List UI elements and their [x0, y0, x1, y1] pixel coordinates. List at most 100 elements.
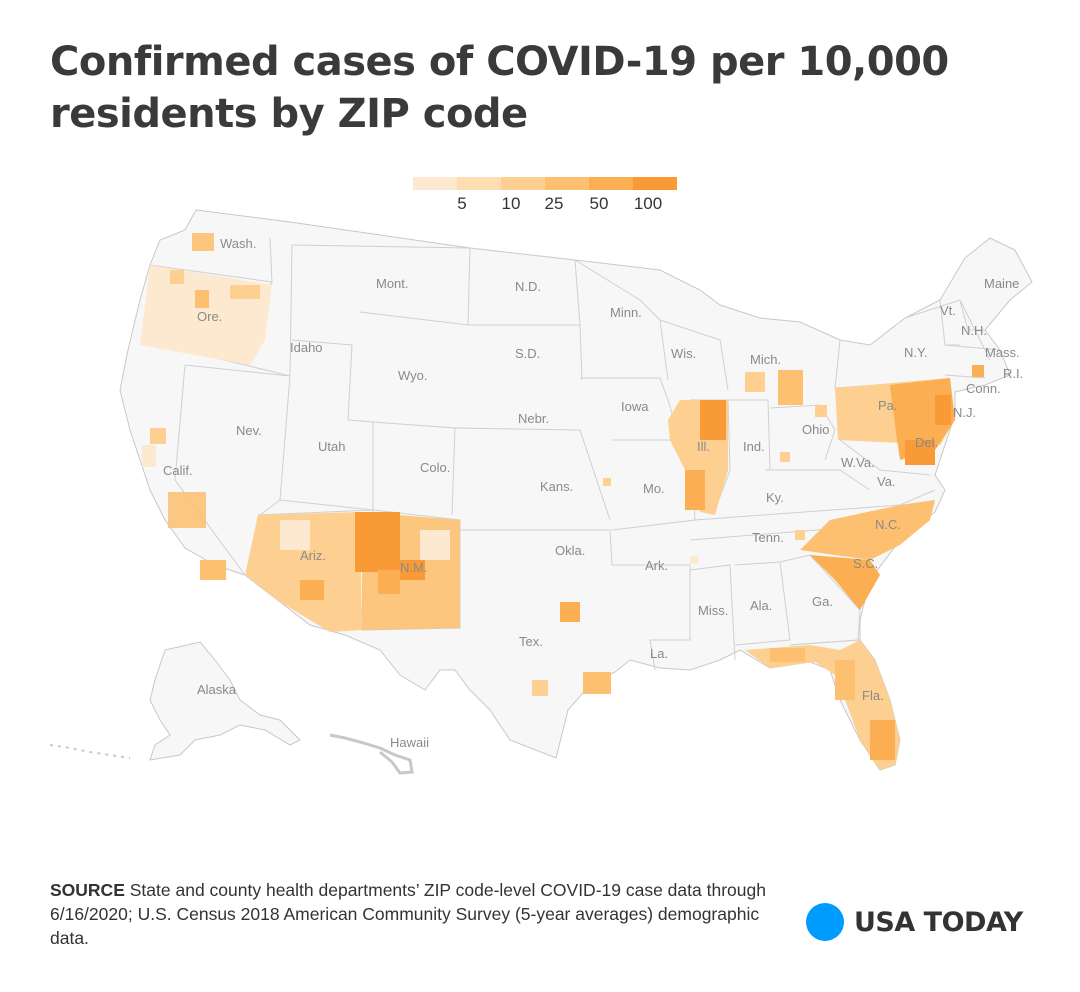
region-mi-1	[745, 372, 765, 392]
state-label: Ohio	[802, 422, 829, 437]
state-label: Ariz.	[300, 548, 326, 563]
region-ri	[972, 365, 984, 377]
state-label: W.Va.	[841, 455, 875, 470]
legend-swatch-3	[545, 177, 589, 190]
state-label: Colo.	[420, 460, 450, 475]
state-labels: Wash. Mont. N.D. Minn. Maine Ore. Idaho …	[163, 236, 1023, 750]
state-label: Miss.	[698, 603, 728, 618]
state-label: Maine	[984, 276, 1019, 291]
region-nj	[935, 395, 951, 425]
region-oregon-hot-3	[230, 285, 260, 299]
state-label: Mont.	[376, 276, 409, 291]
region-az-light-1	[280, 520, 310, 550]
region-oregon-hot-2	[195, 290, 209, 308]
region-nm-light-1	[420, 530, 450, 560]
region-tx-houston	[583, 672, 611, 694]
state-label: Vt.	[940, 303, 956, 318]
state-label: N.J.	[953, 405, 976, 420]
legend-label: 25	[544, 194, 564, 213]
state-label: Kans.	[540, 479, 573, 494]
brand-dot-icon	[806, 903, 844, 941]
state-label: N.C.	[875, 517, 901, 532]
region-navajo-nation	[355, 512, 400, 572]
alaska	[149, 641, 301, 761]
state-label: Tex.	[519, 634, 543, 649]
legend-color-bar	[413, 177, 677, 190]
region-ca-south	[200, 560, 226, 580]
legend-swatch-5	[633, 177, 677, 190]
region-fl-nw	[835, 660, 855, 700]
state-label: N.M.	[400, 560, 427, 575]
region-il-south	[685, 470, 705, 510]
source-note: SOURCE State and county health departmen…	[50, 878, 790, 950]
state-label: Mich.	[750, 352, 781, 367]
state-label: Iowa	[621, 399, 649, 414]
state-label: Ark.	[645, 558, 668, 573]
state-label: Nev.	[236, 423, 262, 438]
region-oh-1	[815, 405, 827, 417]
region-fl-miami	[870, 720, 895, 760]
state-label: S.C.	[853, 556, 878, 571]
state-label: Ind.	[743, 439, 765, 454]
chart-title: Confirmed cases of COVID-19 per 10,000 r…	[50, 39, 949, 137]
region-ca-bay	[150, 428, 166, 444]
state-label: Ga.	[812, 594, 833, 609]
region-fl-pan	[770, 648, 805, 662]
region-wa-king	[192, 233, 214, 251]
legend-label: 10	[501, 194, 521, 213]
source-text: State and county health departments’ ZIP…	[50, 880, 766, 948]
legend-label: 5	[457, 194, 467, 213]
region-md-dc	[905, 440, 935, 465]
brand-name: USA TODAY	[854, 906, 1023, 938]
region-mi-2	[778, 370, 803, 405]
state-label: Utah	[318, 439, 345, 454]
state-label: Del.	[915, 435, 938, 450]
aleutians	[49, 744, 131, 759]
region-south-carolina	[810, 555, 880, 610]
state-label: Minn.	[610, 305, 642, 320]
region-oregon-hot-1	[170, 270, 184, 284]
region-arizona	[245, 512, 362, 632]
state-label: Wis.	[671, 346, 696, 361]
legend-swatch-4	[589, 177, 633, 190]
case-rate-shading	[140, 233, 984, 770]
state-label: Tenn.	[752, 530, 784, 545]
state-label: Conn.	[966, 381, 1001, 396]
state-label: Nebr.	[518, 411, 549, 426]
legend-swatch-2	[501, 177, 545, 190]
region-in-1	[780, 452, 790, 462]
state-label: Mo.	[643, 481, 665, 496]
state-label: Okla.	[555, 543, 585, 558]
state-label: Wash.	[220, 236, 256, 251]
state-label: N.H.	[961, 323, 987, 338]
state-label: Mass.	[985, 345, 1020, 360]
brand-logo: USA TODAY	[806, 903, 1023, 941]
region-tx-sanantonio	[532, 680, 548, 696]
region-tx-dallas	[560, 602, 580, 622]
region-florida	[745, 640, 900, 770]
region-nm-hot-2	[400, 560, 425, 580]
region-il-chicago	[700, 400, 726, 440]
state-label: N.Y.	[904, 345, 928, 360]
state-label: Fla.	[862, 688, 884, 703]
state-label: Pa.	[878, 398, 898, 413]
state-label: Wyo.	[398, 368, 428, 383]
source-lead: SOURCE	[50, 880, 125, 900]
region-ms-1	[690, 556, 698, 564]
legend-swatch-0	[413, 177, 457, 190]
region-tn-1	[795, 530, 805, 540]
state-label: Ky.	[766, 490, 784, 505]
region-ca-central	[168, 492, 206, 528]
state-label: Ala.	[750, 598, 772, 613]
state-label: Ore.	[197, 309, 222, 324]
hawaii	[329, 733, 414, 775]
state-label: Hawaii	[390, 735, 429, 750]
region-ca-north	[142, 445, 156, 467]
legend-label: 50	[589, 194, 609, 213]
state-label: Va.	[877, 474, 896, 489]
region-ks-spot	[603, 478, 611, 486]
state-label: N.D.	[515, 279, 541, 294]
state-label: Idaho	[290, 340, 323, 355]
state-label: S.D.	[515, 346, 540, 361]
